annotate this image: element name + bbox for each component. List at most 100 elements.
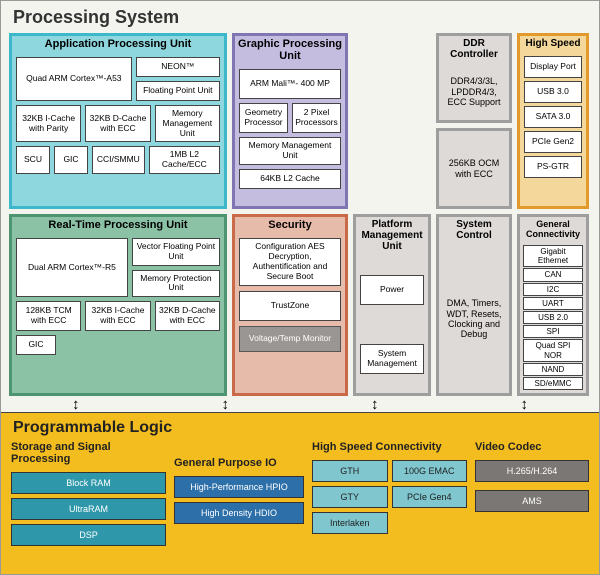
pl-hsc: High Speed Connectivity GTH GTY Interlaken… <box>312 441 467 568</box>
rtp-core: Dual ARM Cortex™-R5 <box>16 238 128 297</box>
rtp-vfpu: Vector Floating Point Unit <box>132 238 220 266</box>
apu-dcache: 32KB D-Cache with ECC <box>85 105 150 142</box>
hs-items-item: SATA 3.0 <box>524 106 582 128</box>
rtp-tcm: 128KB TCM with ECC <box>16 301 81 331</box>
apu-core: Quad ARM Cortex™-A53 <box>16 57 132 101</box>
ps-col-4: DDR Controller DDR4/3/3L, LPDDR4/3, ECC … <box>436 33 512 396</box>
gc-item: SPI <box>523 325 583 338</box>
sysctl-title: System Control <box>439 217 509 245</box>
gpio-items-item: High Density HDIO <box>174 502 304 524</box>
gc-item: SD/eMMC <box>523 377 583 390</box>
ps-col-1: Application Processing Unit Quad ARM Cor… <box>9 33 227 396</box>
sec-vt: Voltage/Temp Monitor <box>239 326 341 352</box>
rtp-title: Real-Time Processing Unit <box>12 217 224 235</box>
gc-block: General Connectivity Gigabit EthernetCAN… <box>517 214 589 396</box>
ssp-items-item: DSP <box>11 524 166 546</box>
apu-scu: SCU <box>16 146 50 174</box>
hsc-left-item: GTY <box>312 486 388 508</box>
gpu-geo: Geometry Processor <box>239 103 288 133</box>
gc-item: Gigabit Ethernet <box>523 245 583 267</box>
gpu-core: ARM Mali™- 400 MP <box>239 69 341 99</box>
processing-system: Processing System Application Processing… <box>1 1 599 398</box>
hsc-right-item: PCIe Gen4 <box>392 486 468 508</box>
ocm-block: 256KB OCM with ECC <box>436 128 512 209</box>
vc-title: Video Codec <box>475 441 589 456</box>
apu-block: Application Processing Unit Quad ARM Cor… <box>9 33 227 209</box>
gpio-items-item: High-Performance HPIO <box>174 476 304 498</box>
gc-item: NAND <box>523 363 583 376</box>
vc-items-item: H.265/H.264 <box>475 460 589 482</box>
pl-vc: Video Codec H.265/H.264 AMS <box>475 441 589 568</box>
gc-item: CAN <box>523 268 583 281</box>
ps-col-2: Graphic Processing Unit ARM Mali™- 400 M… <box>232 33 348 396</box>
hs-items-item: USB 3.0 <box>524 81 582 103</box>
apu-icache: 32KB I-Cache with Parity <box>16 105 81 142</box>
gpu-title: Graphic Processing Unit <box>235 36 345 66</box>
rtp-mpu: Memory Protection Unit <box>132 270 220 298</box>
updown-arrow-icon: ↕ <box>521 398 529 412</box>
gpu-pix: 2 Pixel Processors <box>292 103 341 133</box>
rtp-gic: GIC <box>16 335 56 355</box>
gc-item: USB 2.0 <box>523 311 583 324</box>
hsc-title: High Speed Connectivity <box>312 441 467 456</box>
gc-title: General Connectivity <box>520 217 586 243</box>
ps-body: Application Processing Unit Quad ARM Cor… <box>9 33 591 396</box>
gc-item: I2C <box>523 283 583 296</box>
pmu-title: Platform Management Unit <box>356 217 428 256</box>
hs-items-item: Display Port <box>524 56 582 78</box>
updown-arrow-icon: ↕ <box>72 398 80 412</box>
ddr-text: DDR4/3/3L, LPDDR4/3, ECC Support <box>439 64 509 120</box>
hsc-right-item: 100G EMAC <box>392 460 468 482</box>
ocm-text: 256KB OCM with ECC <box>439 155 509 182</box>
apu-mmu: Memory Management Unit <box>155 105 220 142</box>
apu-neon: NEON™ <box>136 57 220 77</box>
pmu-body: Power System Management <box>356 256 428 393</box>
rtp-icache: 32KB I-Cache with ECC <box>85 301 150 331</box>
gc-items: Gigabit EthernetCAN I2CUARTUSB 2.0SPIQuad… <box>520 243 586 393</box>
apu-gic: GIC <box>54 146 88 174</box>
updown-arrow-icon: ↕ <box>371 398 379 412</box>
apu-title: Application Processing Unit <box>12 36 224 54</box>
security-block: Security Configuration AES Decryption, A… <box>232 214 348 396</box>
apu-body: Quad ARM Cortex™-A53 NEON™ Floating Poin… <box>12 54 224 206</box>
gpu-block: Graphic Processing Unit ARM Mali™- 400 M… <box>232 33 348 209</box>
ssp-items-item: UltraRAM <box>11 498 166 520</box>
pl-gpio: General Purpose IO High-Performance HPIO… <box>174 441 304 568</box>
hsc-left-item: Interlaken <box>312 512 388 534</box>
sysctl-text: DMA, Timers, WDT, Resets, Clocking and D… <box>439 245 509 393</box>
pmu-block: Platform Management Unit Power System Ma… <box>353 214 431 396</box>
soc-diagram: Processing System Application Processing… <box>0 0 600 575</box>
hs-items: Display PortUSB 3.0SATA 3.0PCIe Gen2PS-G… <box>520 53 586 206</box>
pl-ssp: Storage and Signal Processing Block RAM U… <box>11 441 166 568</box>
gc-item: Quad SPI NOR <box>523 339 583 361</box>
pl-body: Storage and Signal Processing Block RAM U… <box>11 441 589 568</box>
gpu-mmu: Memory Management Unit <box>239 137 341 165</box>
apu-fpu: Floating Point Unit <box>136 81 220 101</box>
interconnect-arrows: ↕ ↕ ↕ ↕ <box>1 398 599 412</box>
hs-items-item: PCIe Gen2 <box>524 131 582 153</box>
gpio-title: General Purpose IO <box>174 457 304 472</box>
gpu-l2: 64KB L2 Cache <box>239 169 341 189</box>
updown-arrow-icon: ↕ <box>222 398 230 412</box>
rtp-dcache: 32KB D-Cache with ECC <box>155 301 220 331</box>
ps-col-5: High Speed Display PortUSB 3.0SATA 3.0PC… <box>517 33 589 396</box>
pmu-power: Power <box>360 275 424 305</box>
hsc-left-item: GTH <box>312 460 388 482</box>
pl-title: Programmable Logic <box>11 417 589 441</box>
rtp-body: Dual ARM Cortex™-R5 Vector Floating Poin… <box>12 235 224 393</box>
gc-item: UART <box>523 297 583 310</box>
ps-title: Processing System <box>9 5 591 33</box>
apu-cci: CCI/SMMU <box>92 146 145 174</box>
ps-col-3: Platform Management Unit Power System Ma… <box>353 33 431 396</box>
ssp-items-item: Block RAM <box>11 472 166 494</box>
rtp-block: Real-Time Processing Unit Dual ARM Corte… <box>9 214 227 396</box>
ddr-block: DDR Controller DDR4/3/3L, LPDDR4/3, ECC … <box>436 33 512 123</box>
sec-aes: Configuration AES Decryption, Authentifi… <box>239 238 341 286</box>
apu-l2: 1MB L2 Cache/ECC <box>149 146 220 174</box>
ssp-title: Storage and Signal Processing <box>11 441 166 468</box>
gpu-body: ARM Mali™- 400 MP Geometry Processor 2 P… <box>235 66 345 206</box>
programmable-logic: Programmable Logic Storage and Signal Pr… <box>1 412 599 574</box>
sec-tz: TrustZone <box>239 291 341 321</box>
vc-items-item: AMS <box>475 490 589 512</box>
sec-body: Configuration AES Decryption, Authentifi… <box>235 235 345 393</box>
